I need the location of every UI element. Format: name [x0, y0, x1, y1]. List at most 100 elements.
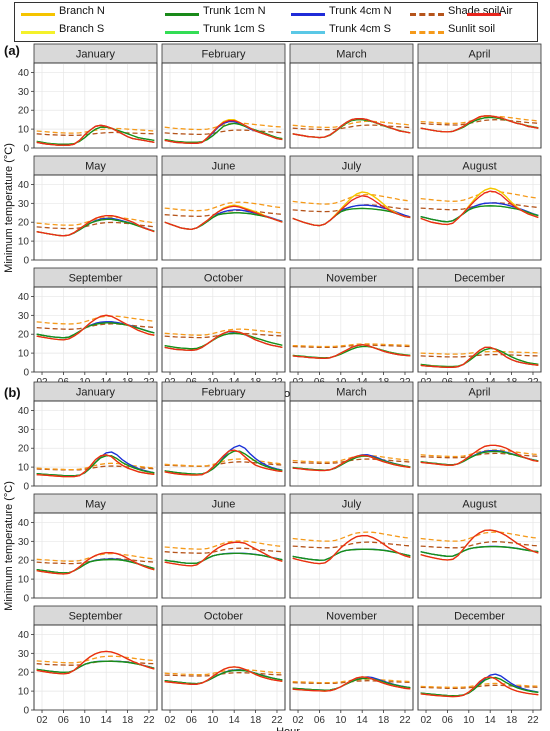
x-tick-label: 14	[485, 715, 497, 726]
series-line-shade-soil	[36, 323, 155, 330]
legend-label-branch-n: Branch N	[59, 5, 105, 17]
plot-area	[289, 174, 414, 261]
series-line-air	[164, 449, 283, 476]
plot-frame	[33, 624, 158, 711]
plot-area	[33, 62, 158, 149]
series-line-shade-soil	[420, 119, 539, 126]
x-tick-label: 02	[420, 715, 432, 726]
panel-title: February	[201, 49, 246, 61]
series-line-air	[292, 535, 411, 565]
series-line-shade-soil	[292, 124, 411, 131]
plot-area	[33, 400, 158, 487]
panel-title: May	[85, 161, 106, 173]
series-line-air	[164, 205, 283, 231]
panel-july: July	[289, 155, 414, 261]
y-tick-label: 10	[18, 125, 30, 136]
x-tick-label: 22	[271, 715, 283, 726]
y-tick-label: 0	[23, 482, 29, 493]
series-line-sunlit-soil	[36, 655, 155, 664]
block-label: (b)	[4, 385, 21, 400]
panel-title: September	[69, 611, 123, 623]
series-line-sunlit-soil	[420, 115, 539, 125]
series-line-air	[420, 190, 539, 226]
y-tick-label: 40	[18, 292, 30, 303]
y-tick-label: 0	[23, 594, 29, 605]
plot-area	[289, 400, 414, 487]
plot-frame	[417, 286, 542, 373]
y-tick-label: 0	[23, 144, 29, 155]
panel-august: August	[417, 493, 542, 599]
series-line-sunlit-soil	[292, 343, 411, 348]
plot-frame	[161, 400, 286, 487]
panel-title: June	[212, 499, 236, 511]
plot-area	[289, 512, 414, 599]
x-tick-label: 22	[399, 715, 411, 726]
series-line-trunk-1cm-n	[164, 669, 283, 685]
series-line-shade-soil	[292, 344, 411, 349]
series-line-air	[36, 124, 155, 146]
x-tick-label: 18	[250, 715, 262, 726]
y-tick-label: 30	[18, 311, 30, 322]
series-line-sunlit-soil	[164, 540, 283, 550]
series-line-trunk-1cm-n	[420, 347, 539, 368]
plot-area	[417, 174, 542, 261]
series-line-air	[292, 195, 411, 227]
series-line-trunk-1cm-n	[36, 455, 155, 477]
series-line-sunlit-soil	[36, 127, 155, 134]
panel-september: September 0 10 20 30 40 02 06 10 14 18 22	[18, 605, 158, 726]
plot-frame	[289, 174, 414, 261]
series-line-air	[164, 666, 283, 685]
y-tick-label: 30	[18, 87, 30, 98]
series-line-trunk-1cm-n	[164, 332, 283, 350]
panel-august: August	[417, 155, 542, 261]
series-line-sunlit-soil	[292, 531, 411, 542]
plot-frame	[33, 512, 158, 599]
series-line-trunk-1cm-n	[36, 660, 155, 674]
y-axis-title: Minimum temperature (°C)	[3, 481, 15, 611]
panel-june: June	[161, 493, 286, 599]
panel-february: February	[161, 381, 286, 487]
series-line-air	[164, 119, 283, 144]
x-tick-label: 22	[527, 715, 539, 726]
x-tick-label: 06	[58, 715, 70, 726]
legend-label-trunk-4cm-s: Trunk 4cm S	[329, 23, 391, 35]
plot-frame	[161, 286, 286, 373]
x-tick-label: 14	[357, 715, 369, 726]
legend-label-sunlit-soil: Sunlit soil	[448, 23, 496, 35]
panel-may: May 0 10 20 30 40	[18, 493, 158, 605]
panel-june: June	[161, 155, 286, 261]
legend-label-trunk-1cm-n: Trunk 1cm N	[203, 5, 266, 17]
plot-area	[161, 624, 286, 711]
chart-legend: Branch N Branch S Trunk 1cm N Trunk 1cm S Tr…	[14, 2, 538, 42]
plot-area	[33, 174, 158, 261]
panel-april: April	[417, 381, 542, 487]
series-line-trunk-1cm-n	[420, 545, 539, 557]
plot-area	[161, 512, 286, 599]
series-line-sunlit-soil	[164, 201, 283, 212]
plot-frame	[289, 62, 414, 149]
panel-title: August	[462, 161, 496, 173]
plot-frame	[289, 286, 414, 373]
plot-frame	[161, 62, 286, 149]
panel-title: July	[342, 161, 362, 173]
y-tick-label: 20	[18, 330, 30, 341]
series-line-trunk-1cm-n	[420, 676, 539, 697]
y-tick-label: 10	[18, 687, 30, 698]
series-line-air	[164, 330, 283, 351]
plot-frame	[289, 512, 414, 599]
plot-area	[289, 62, 414, 149]
y-tick-label: 20	[18, 106, 30, 117]
series-line-sunlit-soil	[164, 328, 283, 336]
plot-frame	[289, 624, 414, 711]
plot-area	[417, 400, 542, 487]
plot-frame	[289, 400, 414, 487]
y-tick-label: 30	[18, 649, 30, 660]
plot-area	[417, 624, 542, 711]
series-line-shade-soil	[292, 541, 411, 549]
x-tick-label: 10	[207, 715, 219, 726]
